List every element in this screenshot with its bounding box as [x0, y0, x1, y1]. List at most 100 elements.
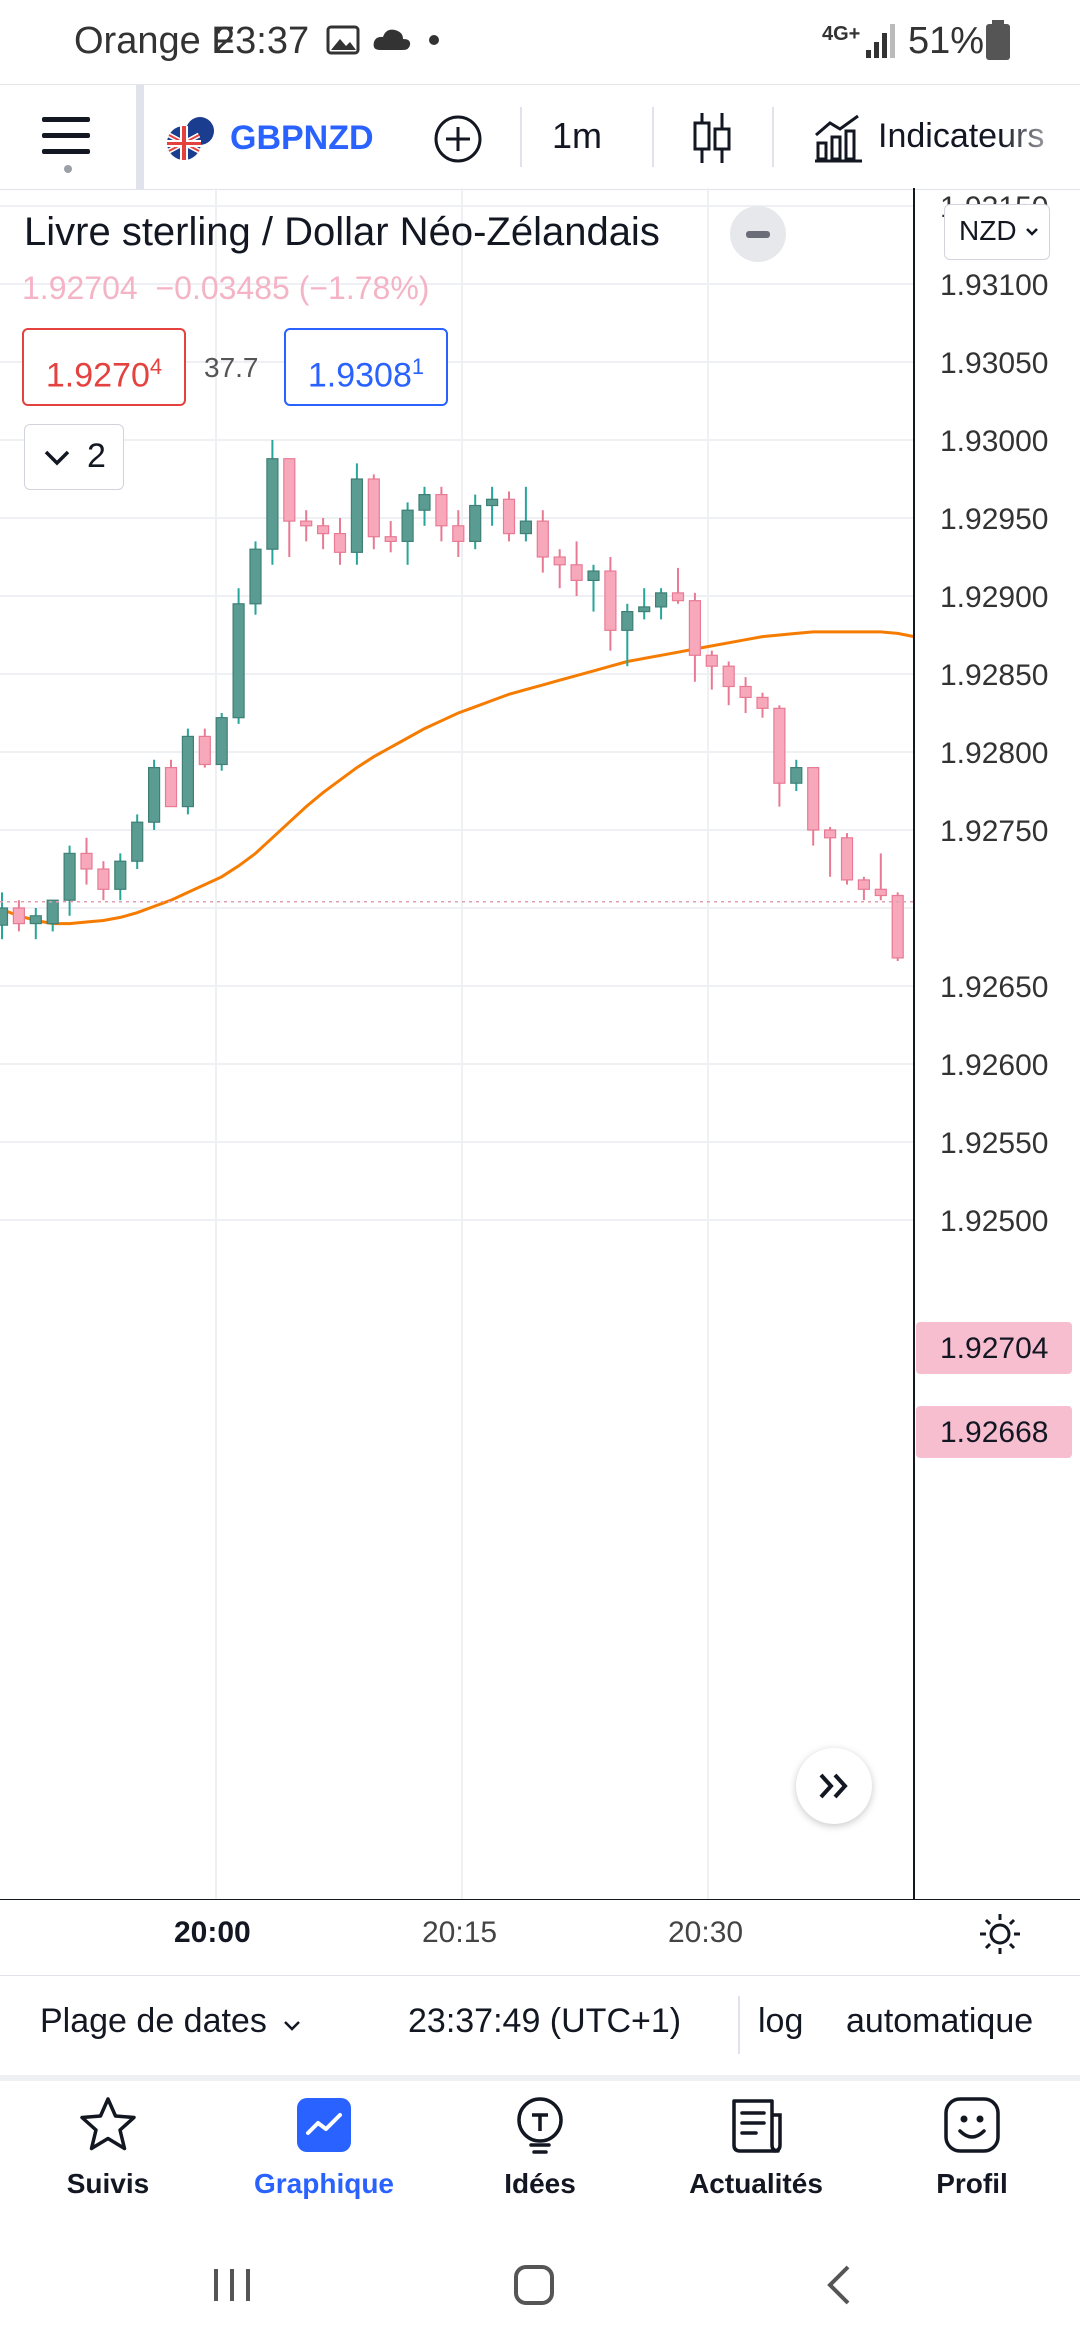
gallery-icon	[326, 25, 360, 55]
candles-icon	[693, 113, 731, 163]
menu-button[interactable]	[40, 113, 94, 163]
indicators-icon	[815, 114, 862, 163]
candle-up	[401, 502, 414, 565]
candle-down	[874, 853, 887, 901]
time-tick-label: 20:30	[668, 1916, 744, 1949]
candle-body	[671, 592, 685, 602]
candle-up	[215, 713, 228, 771]
candle-body	[519, 520, 533, 535]
tab-label: Actualités	[689, 2168, 823, 2199]
candles-layer	[0, 440, 904, 962]
back-button[interactable]	[824, 2263, 854, 2307]
buy-price-button[interactable]: 1.93081	[284, 328, 448, 406]
candle-up	[350, 463, 363, 565]
tab-graphique[interactable]: Graphique	[216, 2095, 432, 2200]
last-price-tag-label: 1.92704	[940, 1332, 1049, 1365]
candle-body	[12, 907, 25, 925]
candle-down	[722, 661, 735, 706]
candle-body	[705, 654, 718, 667]
timezone-clock[interactable]: 23:37:49 (UTC+1)	[408, 2002, 682, 2040]
collapse-legend-button[interactable]	[730, 206, 786, 262]
auto-scale-toggle[interactable]: automatique	[846, 2002, 1034, 2040]
indicators-button[interactable]: Indicateurs	[808, 107, 1080, 169]
candle-body	[756, 696, 769, 709]
tab-idees[interactable]: Idées	[432, 2095, 648, 2200]
candle-body	[181, 735, 194, 808]
candle-down	[452, 510, 465, 557]
chart-area[interactable]: 1.932001.931501.931001.930501.930001.929…	[0, 188, 1080, 1954]
candle-body	[502, 498, 516, 535]
candle-body	[874, 888, 887, 897]
candle-up	[587, 564, 600, 612]
tab-label: Graphique	[253, 2168, 394, 2199]
candle-down	[333, 518, 347, 565]
candle-body	[80, 852, 93, 870]
carrier-name: Orange F	[74, 20, 235, 62]
candle-body	[536, 520, 549, 558]
candle-down	[164, 759, 178, 808]
time-tick-label: 20:00	[174, 1916, 251, 1949]
chart-type-button[interactable]	[690, 109, 736, 167]
tab-profil[interactable]: Profil	[864, 2095, 1080, 2200]
cloud-icon	[373, 29, 411, 50]
price-tick-label: 1.92650	[940, 971, 1048, 1004]
price-axis-ticks: 1.932001.931501.931001.930501.930001.929…	[940, 191, 1048, 1238]
candle-up	[29, 908, 42, 940]
price-tick-label: 1.92800	[940, 737, 1048, 770]
home-icon	[514, 2265, 554, 2305]
chevron-down-icon	[1026, 228, 1038, 236]
candle-down	[840, 833, 854, 885]
currency-selector[interactable]: NZD	[944, 204, 1050, 260]
price-tick-label: 1.93050	[940, 347, 1048, 380]
chart-grid	[0, 188, 914, 1900]
price-chart[interactable]: 1.932001.931501.931001.930501.930001.929…	[0, 188, 1080, 1900]
news-icon	[732, 2099, 782, 2153]
symbol-label: GBPNZD	[230, 119, 374, 157]
system-nav-bar	[0, 2225, 1080, 2340]
candle-up	[131, 814, 144, 869]
symbol-selector[interactable]: GBPNZD	[164, 107, 384, 167]
candle-body	[198, 735, 211, 766]
compare-button[interactable]	[432, 113, 484, 165]
interval-selector[interactable]: 1m	[552, 115, 603, 156]
home-button[interactable]	[512, 2263, 556, 2307]
notification-dot-icon	[429, 35, 439, 45]
candle-up	[418, 486, 431, 526]
price-change-percent: (−1.78%)	[298, 270, 430, 306]
candle-up	[469, 494, 482, 550]
candle-body	[384, 536, 397, 543]
log-scale-toggle[interactable]: log	[758, 2002, 804, 2040]
star-icon	[80, 2097, 136, 2151]
candle-body	[654, 592, 668, 608]
candle-body	[823, 829, 837, 839]
date-range-selector[interactable]: Plage de dates	[40, 2002, 301, 2052]
candle-body	[891, 894, 904, 959]
sell-price-pip: 4	[149, 354, 163, 379]
candle-down	[671, 567, 685, 604]
indicators-expand-button[interactable]: 2	[24, 424, 124, 490]
menu-indicator-dot	[64, 165, 72, 173]
price-change: −0.03485	[155, 270, 290, 306]
candle-body	[418, 494, 431, 511]
status-bar: Orange F 23:37 4G+ 51%	[0, 0, 1080, 84]
tab-suivis[interactable]: Suivis	[0, 2095, 216, 2200]
candle-body	[621, 611, 634, 631]
candle-body	[469, 504, 482, 542]
recent-apps-button[interactable]	[208, 2265, 256, 2305]
candle-body	[114, 860, 127, 890]
scroll-to-realtime-button[interactable]	[796, 1748, 872, 1824]
candle-down	[12, 900, 25, 932]
candle-down	[317, 518, 330, 550]
sell-price-button[interactable]: 1.92704	[22, 328, 186, 406]
range-bar: Plage de dates 23:37:49 (UTC+1) log auto…	[0, 1975, 1080, 2076]
price-tick-label: 1.92750	[940, 815, 1048, 848]
candle-up	[232, 588, 245, 724]
candle-down	[705, 650, 718, 690]
candle-body	[638, 606, 651, 613]
candle-down	[283, 458, 296, 557]
current-price: 1.92704	[22, 270, 138, 306]
chart-settings-button[interactable]	[976, 1910, 1024, 1958]
tab-actualites[interactable]: Actualités	[648, 2095, 864, 2200]
candle-down	[536, 510, 549, 573]
toolbar-separator	[652, 107, 654, 167]
